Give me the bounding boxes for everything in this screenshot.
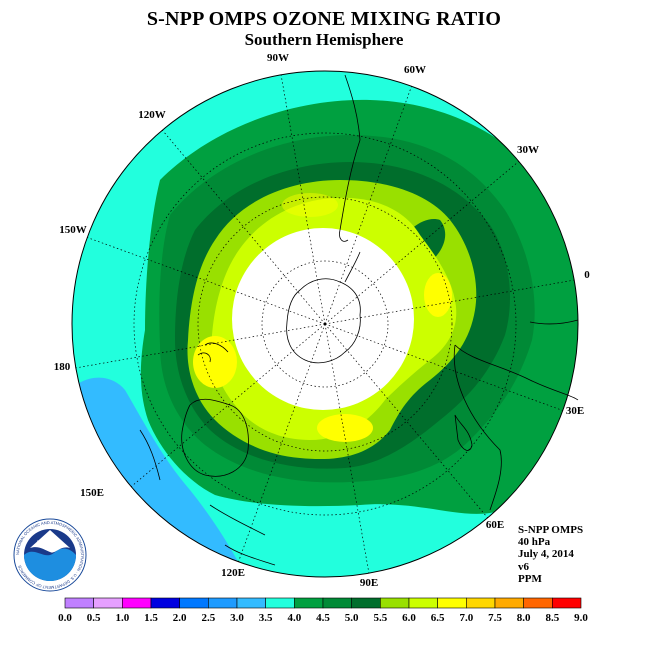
- version-text: v6: [518, 560, 529, 573]
- lon-label-180: 180: [54, 361, 71, 373]
- date-text: July 4, 2014: [518, 548, 574, 561]
- noaa-logo-text: NOAA: [37, 539, 64, 549]
- figure-subtitle: Southern Hemisphere: [244, 30, 404, 49]
- new-zealand-north: [197, 352, 211, 363]
- contour-6-5-to-7-0-north: [317, 414, 373, 442]
- latitude-circle-40: [133, 132, 517, 516]
- pressure-level-text: 40 hPa: [518, 536, 551, 549]
- polar-night-region: [232, 228, 414, 410]
- lon-label-60w: 60W: [404, 64, 426, 76]
- noaa-logo-bird: [30, 530, 70, 553]
- lon-label-0: 0: [584, 269, 590, 281]
- contour-6-5-to-7-0-east: [424, 273, 452, 317]
- new-zealand-south: [204, 342, 229, 353]
- contour-6-5-to-7-0-west: [193, 336, 237, 388]
- ozone-contour-layers: [72, 71, 578, 577]
- figure-title: S-NPP OMPS OZONE MIXING RATIO: [146, 8, 502, 30]
- lon-label-120w: 120W: [138, 109, 166, 121]
- south-america-coastline: [339, 139, 361, 242]
- lon-label-150e: 150E: [80, 487, 104, 499]
- south-pole-point: [323, 322, 327, 326]
- lon-label-30w: 30W: [517, 144, 539, 156]
- graticule: [75, 74, 575, 574]
- latitude-circle-80: [261, 260, 389, 388]
- coastlines: [139, 74, 579, 566]
- lon-label-90e: 90E: [360, 577, 378, 589]
- instrument-text: S-NPP OMPS: [518, 524, 584, 536]
- madagascar: [454, 414, 473, 451]
- lon-label-150w: 150W: [59, 224, 87, 236]
- lon-label-90w: 90W: [267, 52, 289, 64]
- africa-coastline: [453, 344, 579, 511]
- metadata-legend: S-NPP OMPS 40 hPa July 4, 2014 v6 PPM: [518, 524, 583, 585]
- noaa-logo: NOAA NATIONAL OCEANIC AND ATMOSPHERIC AD…: [13, 518, 87, 592]
- south-america-north-coast: [344, 74, 361, 141]
- latitude-circle-60: [197, 196, 453, 452]
- lon-label-120e: 120E: [221, 567, 245, 579]
- africa-south-tip: [529, 319, 579, 325]
- map-border: [71, 70, 579, 578]
- lon-label-30e: 30E: [566, 405, 584, 417]
- lon-label-60e: 60E: [486, 519, 504, 531]
- contour-6-5-to-7-0-south: [282, 193, 338, 217]
- pacific-islands: [139, 429, 161, 481]
- longitude-labels: 90W 60W 30W 0 30E 60E 90E 120E 150E 180 …: [54, 52, 591, 589]
- units-text: PPM: [518, 572, 542, 585]
- antarctic-peninsula: [344, 251, 361, 283]
- noaa-logo-wave: [24, 548, 76, 581]
- new-guinea-indonesia: [209, 504, 276, 566]
